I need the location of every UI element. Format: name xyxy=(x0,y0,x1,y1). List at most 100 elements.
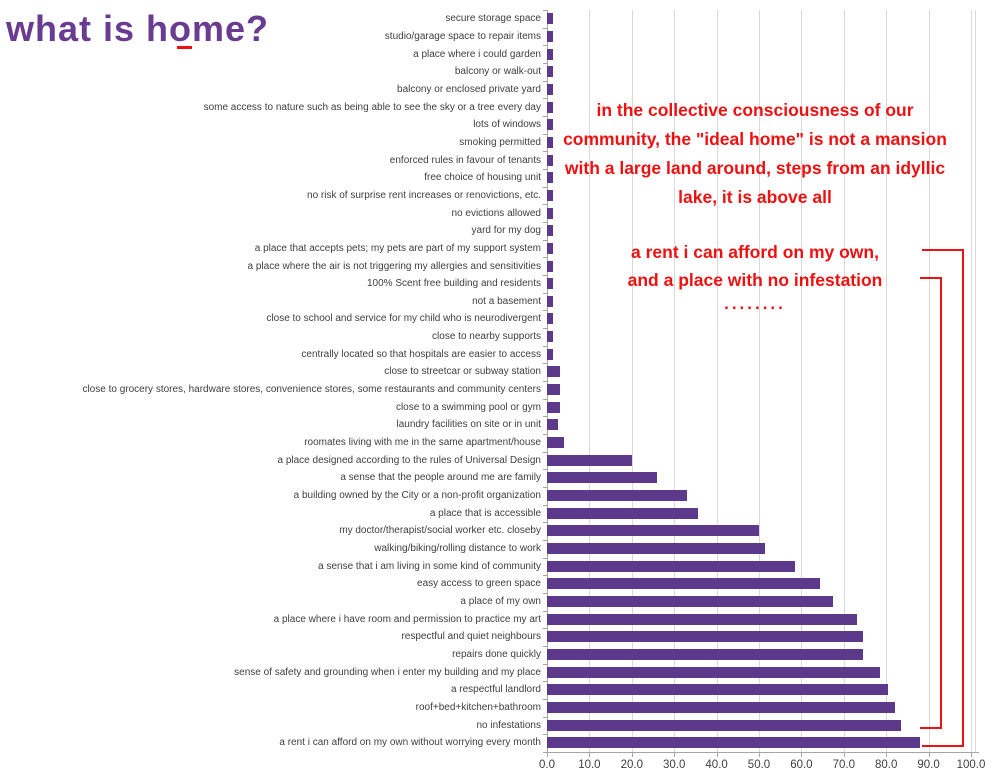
bar xyxy=(547,472,658,484)
bar xyxy=(547,101,554,113)
bar-track xyxy=(547,260,975,272)
y-axis-tick xyxy=(543,469,547,471)
bar-track xyxy=(547,348,975,360)
chart-row: close to grocery stores, hardware stores… xyxy=(0,381,975,399)
bar-track xyxy=(547,719,975,731)
y-axis-tick xyxy=(543,540,547,541)
bar-track xyxy=(547,225,975,237)
x-tick-label: 0.0 xyxy=(539,759,555,771)
chart-row: a place where the air is not triggering … xyxy=(0,257,975,275)
category-label: close to grocery stores, hardware stores… xyxy=(82,384,541,396)
category-label: walking/biking/rolling distance to work xyxy=(374,543,541,555)
chart-row: balcony or walk-out xyxy=(0,63,975,81)
y-axis-tick xyxy=(543,398,547,400)
bar xyxy=(547,366,560,378)
category-label: my doctor/therapist/social worker etc. c… xyxy=(339,525,541,537)
chart-row: a sense that the people around me are fa… xyxy=(0,469,975,487)
bar-track xyxy=(547,154,975,166)
bar-track xyxy=(547,472,975,484)
x-tick-label: 80.0 xyxy=(874,759,898,771)
x-axis-tick xyxy=(971,753,972,757)
y-axis-tick xyxy=(543,80,547,82)
category-label: a respectful landlord xyxy=(450,684,541,696)
chart-row: roof+bed+kitchen+bathroom xyxy=(0,699,975,717)
bar xyxy=(547,595,834,607)
bar xyxy=(547,48,554,60)
bar-track xyxy=(547,631,975,643)
bar-track xyxy=(547,366,975,378)
x-tick-label: 90.0 xyxy=(917,759,940,771)
bar xyxy=(547,295,554,307)
x-tick-label: 30.0 xyxy=(662,759,686,771)
annotation-emphasis-line1: a rent i can afford on my own, xyxy=(631,242,879,262)
chart-row: no risk of surprise rent increases or re… xyxy=(0,187,975,205)
bar-rows: secure storage space studio/garage space … xyxy=(0,10,975,752)
gridline xyxy=(716,10,718,752)
category-label: studio/garage space to repair items xyxy=(384,30,541,42)
y-axis-line xyxy=(547,10,548,752)
chart-row: a place of my own xyxy=(0,593,975,611)
gridline xyxy=(928,10,930,752)
bar-track xyxy=(547,560,975,572)
bar-track xyxy=(547,313,975,325)
bar-track xyxy=(547,613,975,625)
bar xyxy=(547,136,554,148)
bar-track xyxy=(547,595,975,607)
bar xyxy=(547,560,796,572)
chart-row: my doctor/therapist/social worker etc. c… xyxy=(0,522,975,540)
y-axis-tick xyxy=(543,10,547,11)
bar xyxy=(547,13,554,25)
x-axis-tick xyxy=(759,753,760,757)
y-axis-tick xyxy=(543,363,547,365)
x-tick-label: 40.0 xyxy=(705,759,728,771)
bar-track xyxy=(547,30,975,42)
category-label: no risk of surprise rent increases or re… xyxy=(307,189,541,201)
bracket-no-infestation xyxy=(920,277,942,729)
page-title: what is home? xyxy=(6,8,270,49)
x-tick-label: 20.0 xyxy=(620,759,643,771)
y-axis-tick xyxy=(543,151,547,153)
gridline xyxy=(886,10,888,752)
bar-track xyxy=(547,525,975,537)
y-axis-tick xyxy=(543,186,547,188)
bar-track xyxy=(547,437,975,449)
chart-row: a place where i could garden xyxy=(0,45,975,63)
chart-row: centrally located so that hospitals are … xyxy=(0,345,975,363)
category-label: a sense that the people around me are fa… xyxy=(340,472,541,484)
category-label: respectful and quiet neighbours xyxy=(401,631,541,643)
bar xyxy=(547,401,560,413)
gridline xyxy=(589,10,591,752)
chart-row: sense of safety and grounding when i ent… xyxy=(0,663,975,681)
y-axis-tick xyxy=(543,663,547,665)
chart-row: smoking permitted xyxy=(0,134,975,152)
bar xyxy=(547,225,554,237)
category-label: a place that is accessible xyxy=(429,507,541,519)
plot-area xyxy=(547,10,976,752)
bar-track xyxy=(547,136,975,148)
bar-track xyxy=(547,119,975,131)
bar-track xyxy=(547,578,975,590)
y-axis-tick xyxy=(543,522,547,524)
category-label: some access to nature such as being able… xyxy=(203,101,541,113)
bar xyxy=(547,631,863,643)
category-label: roof+bed+kitchen+bathroom xyxy=(415,701,541,713)
chart-row: lots of windows xyxy=(0,116,975,134)
bar xyxy=(547,260,554,272)
category-label: a place where the air is not triggering … xyxy=(247,260,541,272)
chart-row: a place that is accessible xyxy=(0,504,975,522)
bar-track xyxy=(547,737,975,749)
bar xyxy=(547,419,558,431)
x-axis-tick xyxy=(674,753,676,757)
bar xyxy=(547,648,863,660)
bar xyxy=(547,666,880,678)
category-label: a place where i could garden xyxy=(413,48,541,60)
y-axis-tick xyxy=(543,381,547,382)
bar xyxy=(547,684,889,696)
bar xyxy=(547,578,821,590)
bar-track xyxy=(547,242,975,254)
bar xyxy=(547,66,554,78)
y-axis-tick xyxy=(543,487,547,488)
category-label: free choice of housing unit xyxy=(424,172,541,184)
category-label: balcony or walk-out xyxy=(454,66,541,78)
chart-row: respectful and quiet neighbours xyxy=(0,628,975,646)
